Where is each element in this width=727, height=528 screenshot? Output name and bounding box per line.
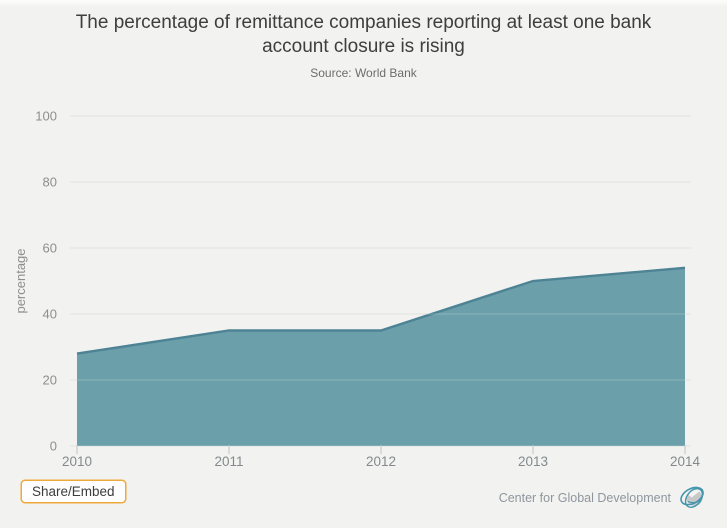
chart-header: The percentage of remittance companies r… [0,11,727,80]
chart-title: The percentage of remittance companies r… [75,12,652,57]
svg-text:2010: 2010 [62,454,92,469]
y-axis-labels: 0 20 40 60 80 100 [35,109,57,454]
x-axis-labels: 2010 2011 2012 2013 2014 [62,445,701,469]
globe-icon [680,486,704,509]
gridline-overlays [70,115,691,447]
share-embed-button[interactable]: Share/Embed [21,480,126,503]
svg-text:2013: 2013 [518,454,548,469]
y-axis-title: percentage [13,248,28,313]
series-top-line [76,266,686,355]
svg-text:2012: 2012 [366,454,396,469]
svg-text:80: 80 [43,175,57,190]
svg-text:20: 20 [43,373,57,388]
svg-text:2014: 2014 [670,454,701,469]
svg-text:40: 40 [43,307,57,322]
svg-text:2011: 2011 [214,454,243,469]
svg-text:0: 0 [50,439,57,454]
svg-text:100: 100 [35,109,57,124]
svg-text:60: 60 [43,241,57,256]
chart-source: Source: World Bank [310,66,417,80]
brand-link[interactable]: Center for Global Development [499,482,709,513]
area-series [77,267,685,446]
brand-name: Center for Global Development [498,490,671,505]
